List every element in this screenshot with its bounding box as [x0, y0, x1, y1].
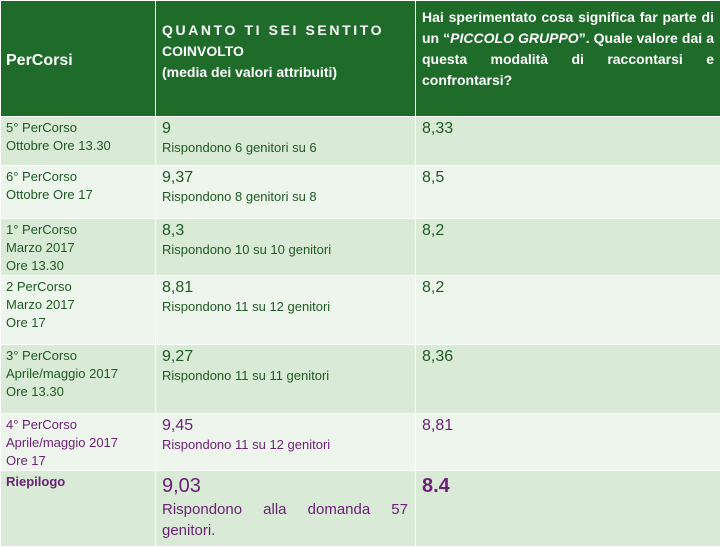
row-label-line: 2 PerCorso: [6, 278, 150, 296]
coinvolto-value: 9,45: [162, 416, 410, 436]
coinvolto-value: 9: [162, 119, 410, 139]
header-coinvolto: QUANTO TI SEI SENTITO COINVOLTO (media d…: [156, 1, 416, 117]
table-row: 1° PerCorso Marzo 2017 Ore 13.30 8,3 Ris…: [1, 219, 720, 276]
row-label: 6° PerCorso Ottobre Ore 17: [1, 166, 155, 204]
summary-piccolo-gruppo-value: 8.4: [422, 473, 714, 499]
row-label-line: 6° PerCorso: [6, 168, 150, 186]
piccolo-gruppo-value: 8,5: [422, 168, 714, 188]
row-label: 2 PerCorso Marzo 2017 Ore 17: [1, 276, 155, 332]
header-piccolo-gruppo: Hai sperimentato cosa significa far part…: [416, 1, 720, 117]
row-label-line: Marzo 2017: [6, 239, 150, 257]
row-label-line: Marzo 2017: [6, 296, 150, 314]
row-label: 4° PerCorso Aprile/maggio 2017 Ore 17: [1, 414, 155, 470]
header-coinvolto-line2: COINVOLTO: [162, 43, 244, 59]
table-row: 4° PerCorso Aprile/maggio 2017 Ore 17 9,…: [1, 414, 720, 471]
row-label-line: 4° PerCorso: [6, 416, 150, 434]
row-label: 5° PerCorso Ottobre Ore 13.30: [1, 117, 155, 155]
coinvolto-value: 8,3: [162, 221, 410, 241]
row-label-line: Ottobre Ore 17: [6, 186, 150, 204]
table-row: 3° PerCorso Aprile/maggio 2017 Ore 13.30…: [1, 345, 720, 414]
piccolo-gruppo-value: 8,2: [422, 278, 714, 298]
row-label-line: Ore 13.30: [6, 257, 150, 275]
summary-coinvolto-value: 9,03: [162, 473, 410, 499]
header-percorsi: PerCorsi: [1, 1, 156, 117]
piccolo-gruppo-value: 8,81: [422, 416, 714, 436]
piccolo-gruppo-value: 8,36: [422, 347, 714, 367]
risposte-text: Rispondono 11 su 12 genitori: [162, 298, 410, 316]
row-label-line: 1° PerCorso: [6, 221, 150, 239]
table-row: 5° PerCorso Ottobre Ore 13.30 9 Rispondo…: [1, 117, 720, 166]
table-row: 2 PerCorso Marzo 2017 Ore 17 8,81 Rispon…: [1, 276, 720, 345]
piccolo-gruppo-value: 8,33: [422, 119, 714, 139]
coinvolto-value: 8,81: [162, 278, 410, 298]
piccolo-gruppo-value: 8,2: [422, 221, 714, 241]
row-label: 1° PerCorso Marzo 2017 Ore 13.30: [1, 219, 155, 275]
header-row: PerCorsi QUANTO TI SEI SENTITO COINVOLTO…: [1, 1, 720, 117]
coinvolto-value: 9,27: [162, 347, 410, 367]
header-piccolo-em: PICCOLO GRUPPO: [450, 30, 579, 46]
row-label-line: Ore 13.30: [6, 383, 150, 401]
coinvolto-value: 9,37: [162, 168, 410, 188]
row-label-line: Aprile/maggio 2017: [6, 365, 150, 383]
risposte-text: Rispondono 6 genitori su 6: [162, 139, 410, 157]
header-coinvolto-line3: (media dei valori attribuiti): [162, 64, 337, 80]
summary-label: Riepilogo: [1, 471, 155, 491]
row-label-line: 3° PerCorso: [6, 347, 150, 365]
risposte-text: Rispondono 11 su 11 genitori: [162, 367, 410, 385]
row-label: 3° PerCorso Aprile/maggio 2017 Ore 13.30: [1, 345, 155, 401]
risposte-text: Rispondono 10 su 10 genitori: [162, 241, 410, 259]
row-label-line: Ore 17: [6, 314, 150, 332]
risposte-text: Rispondono 8 genitori su 8: [162, 188, 410, 206]
risposte-text: Rispondono 11 su 12 genitori: [162, 436, 410, 454]
row-label-line: Ottobre Ore 13.30: [6, 137, 150, 155]
row-label-line: Ore 17: [6, 452, 150, 470]
table-row: 6° PerCorso Ottobre Ore 17 9,37 Rispondo…: [1, 166, 720, 219]
summary-risposte-text: Rispondono alla domanda 57 genitori.: [162, 499, 410, 541]
summary-row: Riepilogo 9,03 Rispondono alla domanda 5…: [1, 471, 720, 547]
header-coinvolto-line1: QUANTO TI SEI SENTITO: [162, 22, 384, 38]
row-label-line: 5° PerCorso: [6, 119, 150, 137]
row-label-line: Aprile/maggio 2017: [6, 434, 150, 452]
